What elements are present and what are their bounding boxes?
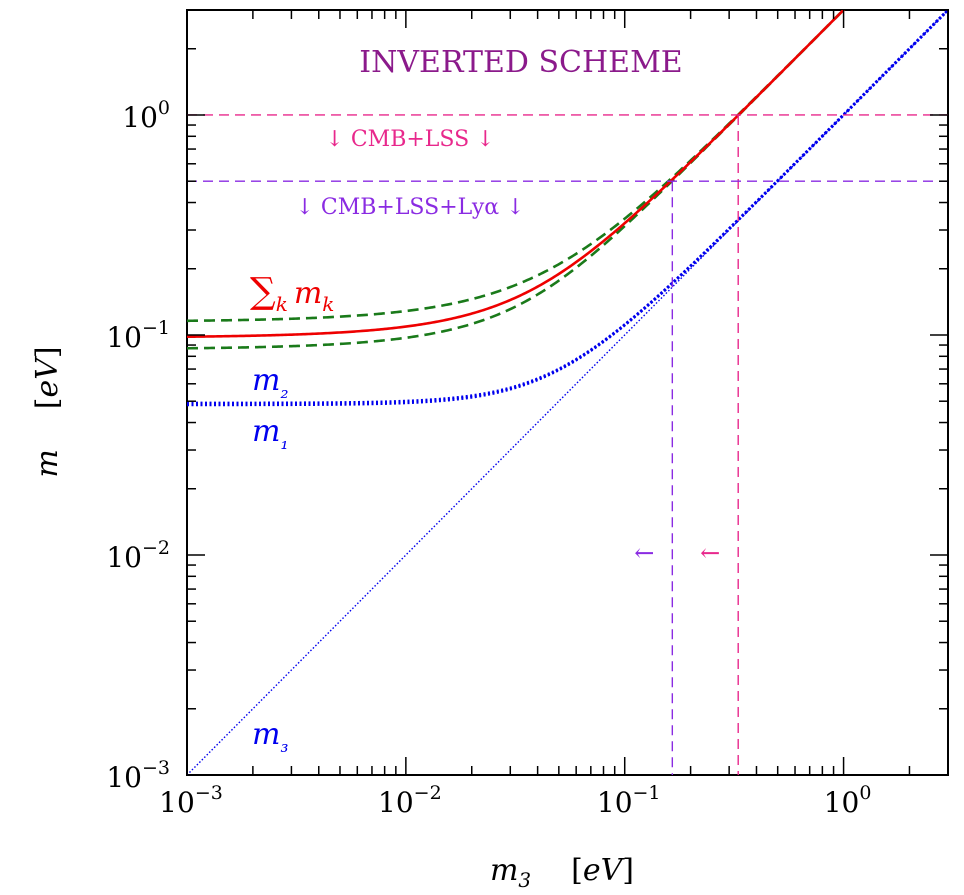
y-tick-label: 100 <box>122 97 170 134</box>
plot-frame <box>186 9 949 776</box>
limit-label: ↓ CMB+LSS+Lyα ↓ <box>295 195 524 220</box>
limit-arrow: ← <box>700 539 720 567</box>
sum-curve <box>187 10 846 339</box>
x-tick-label: 10−2 <box>378 782 442 819</box>
x-tick-label: 10−3 <box>159 782 223 819</box>
m2-curve <box>187 10 948 405</box>
m1-curve <box>187 10 948 407</box>
chart-title: INVERTED SCHEME <box>359 45 682 80</box>
y-tick-label: 10−2 <box>106 537 170 574</box>
x-tick-label: 10−1 <box>597 782 661 819</box>
m1-label: m₁ <box>252 414 288 454</box>
x-axis-title: m3 [eV] <box>490 853 634 892</box>
limit-arrow: ← <box>634 539 654 567</box>
y-tick-label: 10−1 <box>106 317 170 354</box>
sum-label: ∑k mk <box>250 271 334 316</box>
y-axis-title: m[eV] <box>30 346 65 477</box>
m3-label: m₃ <box>252 717 288 757</box>
sum-band-lower <box>187 10 846 350</box>
y-tick-label: 10−3 <box>106 757 170 794</box>
x-tick-label: 100 <box>824 782 872 819</box>
m3-curve <box>187 10 948 775</box>
m2-label: m₂ <box>252 363 288 403</box>
limit-label: ↓ CMB+LSS ↓ <box>325 127 494 152</box>
